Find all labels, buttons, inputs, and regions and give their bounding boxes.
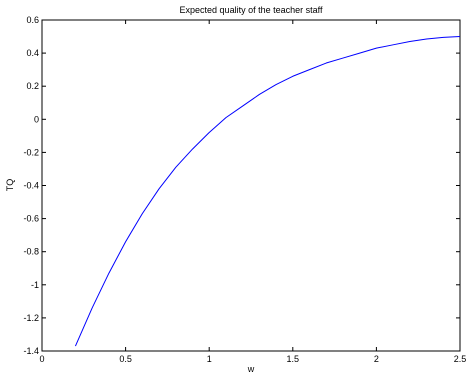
y-tick-label: 0	[34, 114, 39, 124]
x-tick-label: 2.5	[454, 354, 467, 364]
x-tick-label: 0.5	[119, 354, 132, 364]
y-tick-label: -1.4	[23, 346, 39, 356]
x-axis-title: w	[247, 364, 255, 374]
x-tick-label: 2	[374, 354, 379, 364]
y-tick-label: -0.8	[23, 247, 39, 257]
x-axis: 0 0.5 1 1.5 2 2.5	[39, 20, 466, 364]
y-axis-title: TQ	[5, 179, 15, 192]
y-tick-label: -0.4	[23, 181, 39, 191]
series-group	[74, 36, 461, 347]
x-tick-label: 0	[39, 354, 44, 364]
plot-area	[41, 19, 461, 352]
y-axis: 0.6 0.4 0.2 0 -0.2 -0.4 -0.6 -0.8 -1 -1.2 -1.4	[23, 15, 460, 356]
y-tick-label: 0.2	[26, 81, 39, 91]
x-tick-label: 1	[207, 354, 212, 364]
series-line	[74, 36, 461, 347]
x-tick-label: 1.5	[287, 354, 300, 364]
y-tick-label: -1	[31, 280, 39, 290]
y-tick-label: 0.4	[26, 48, 39, 58]
y-tick-label: -1.2	[23, 313, 39, 323]
y-tick-label: 0.6	[26, 15, 39, 25]
chart-title: Expected quality of the teacher staff	[180, 5, 323, 15]
y-tick-label: -0.2	[23, 147, 39, 157]
y-tick-label: -0.6	[23, 214, 39, 224]
